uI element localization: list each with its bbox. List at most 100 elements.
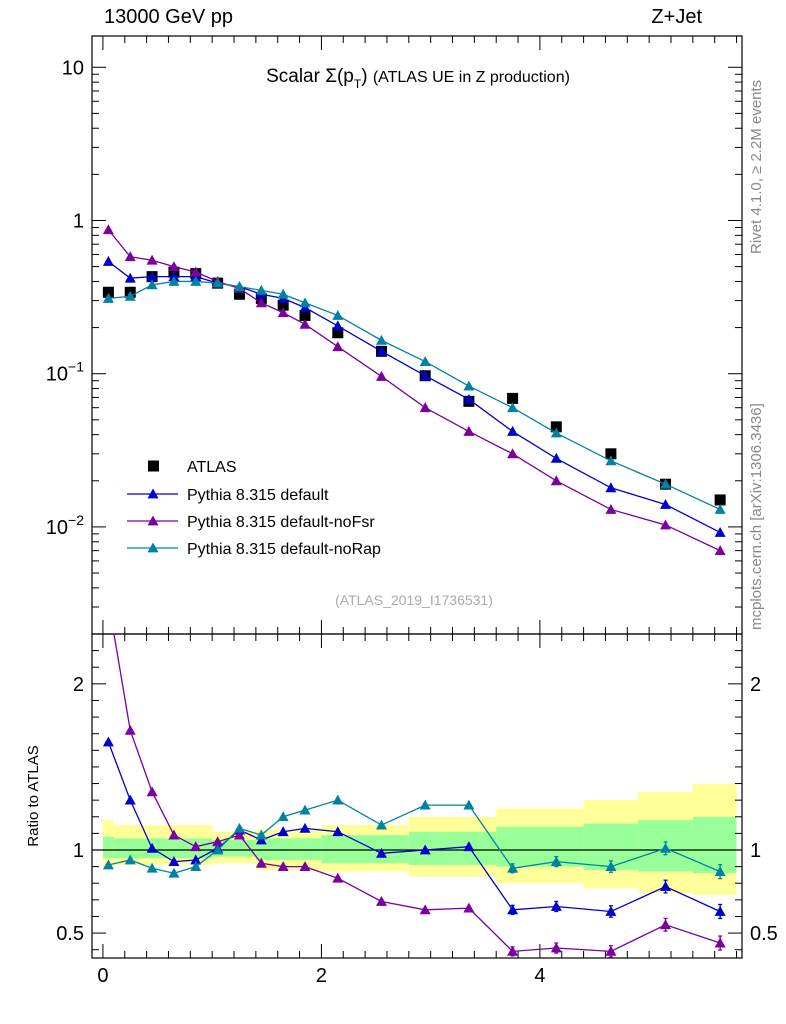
ratio-y-axis-label: Ratio to ATLAS (25, 745, 42, 846)
ratio-point-noRap (102, 859, 114, 870)
data-point-noRap (375, 334, 387, 345)
legend-label-noFsr: Pythia 8.315 default-noFsr (187, 514, 375, 531)
data-point-noFsr (332, 341, 344, 352)
ratio-y-tick-label-right-1: 1 (750, 840, 761, 862)
band-inner-6 (496, 826, 584, 867)
data-point-noRap (102, 292, 114, 303)
ratio-y-tick-label-left-1: 1 (73, 840, 84, 862)
x-tick-label-1: 2 (316, 965, 327, 987)
ratio-point-noFsr (332, 872, 344, 883)
data-point-atlas (507, 392, 519, 404)
legend: ATLAS Pythia 8.315 default Pythia 8.315 de… (127, 459, 381, 558)
x-tick-label-2: 4 (534, 965, 545, 987)
ratio-point-noRap (463, 799, 475, 810)
ratio-point-noFsr (255, 857, 267, 868)
ratio-point-noRap (375, 819, 387, 830)
data-point-atlas (332, 327, 344, 339)
ratio-point-default (102, 736, 114, 747)
ratio-point-noRap (277, 811, 289, 822)
data-point-noFsr (463, 425, 475, 436)
ratio-point-noRap (550, 856, 562, 867)
data-point-noRap (550, 427, 562, 438)
ratio-point-noRap (299, 804, 311, 815)
ratio-point-noRap (332, 794, 344, 805)
ratio-series-default (102, 736, 726, 920)
ratio-point-default (605, 905, 617, 916)
legend-marker-atlas (148, 460, 159, 472)
ratio-point-noFsr (103, 595, 114, 605)
data-point-noRap (255, 284, 267, 295)
data-point-default (605, 482, 617, 493)
main-x-ticks (102, 36, 738, 634)
ratio-point-default (277, 826, 289, 837)
data-point-noRap (124, 290, 136, 301)
legend-label-default: Pythia 8.315 default (187, 487, 329, 504)
data-point-default (146, 271, 158, 282)
ratio-x-ticks (102, 634, 738, 958)
data-point-noRap (168, 275, 180, 286)
header-process-label: Z+Jet (651, 6, 702, 28)
ratio-point-noFsr (660, 919, 672, 930)
analysis-id-watermark: (ATLAS_2019_I1736531) (335, 592, 493, 608)
ratio-series (102, 595, 726, 958)
band-inner-0 (102, 836, 114, 859)
data-point-default (714, 526, 726, 537)
data-point-default (463, 393, 475, 404)
data-point-noFsr (550, 475, 562, 486)
ratio-point-noFsr (212, 836, 224, 847)
ratio-point-noFsr (605, 945, 617, 956)
ratio-point-noRap (146, 862, 158, 873)
ratio-point-default (146, 842, 158, 853)
data-point-noRap (419, 356, 431, 366)
ratio-point-default (463, 841, 475, 852)
ratio-point-default (550, 900, 562, 911)
ratio-point-default (190, 854, 202, 865)
ratio-point-noFsr (190, 841, 202, 852)
ratio-point-default (375, 847, 387, 858)
ratio-point-noRap (233, 822, 245, 833)
data-point-noRap (463, 380, 475, 391)
ratio-point-default (714, 905, 726, 916)
data-point-noRap (605, 455, 617, 466)
data-point-default (507, 425, 519, 436)
data-point-noFsr (102, 224, 114, 235)
ratio-line-noFsr (113, 634, 721, 953)
ratio-y-tick-label-right-2: 2 (750, 674, 761, 696)
data-point-default (550, 452, 562, 463)
data-point-noFsr (299, 318, 311, 329)
mcplots-reference-label: mcplots.cern.ch [arXiv:1306.3436] (748, 403, 765, 630)
data-point-noRap (146, 279, 158, 290)
data-point-noRap (233, 281, 245, 292)
data-point-noRap (660, 478, 672, 489)
band-inner-1 (113, 838, 213, 859)
data-point-noFsr (507, 448, 519, 459)
ratio-point-noRap (190, 861, 202, 872)
data-point-atlas (550, 421, 562, 433)
ratio-y-tick-label-left-2: 2 (73, 674, 84, 696)
legend-marker-default (147, 488, 159, 499)
data-point-noFsr (124, 251, 136, 262)
ratio-point-noFsr (124, 724, 136, 735)
rivet-version-label: Rivet 4.1.0, ≥ 2.2M events (748, 79, 765, 254)
uncertainty-bands (102, 783, 737, 895)
data-point-noFsr (375, 370, 387, 381)
data-point-atlas (299, 309, 311, 321)
data-point-noFsr (255, 297, 267, 308)
data-point-noRap (714, 503, 726, 514)
ratio-point-noFsr (550, 942, 562, 953)
band-inner-4 (321, 835, 409, 864)
ratio-point-noFsr (507, 945, 519, 956)
ratio-point-noFsr (233, 829, 245, 840)
ratio-point-default (332, 826, 344, 837)
ratio-point-noFsr (299, 861, 311, 872)
ratio-series-noFsr (103, 595, 726, 958)
ratio-point-noFsr (375, 896, 387, 906)
data-point-default (102, 255, 114, 266)
data-point-noRap (332, 309, 344, 320)
legend-marker-noRap (147, 542, 159, 553)
data-point-atlas (233, 288, 245, 300)
data-point-default (375, 345, 387, 356)
ratio-point-noRap (212, 844, 224, 855)
data-point-noFsr (190, 266, 202, 277)
data-point-noFsr (714, 545, 726, 556)
